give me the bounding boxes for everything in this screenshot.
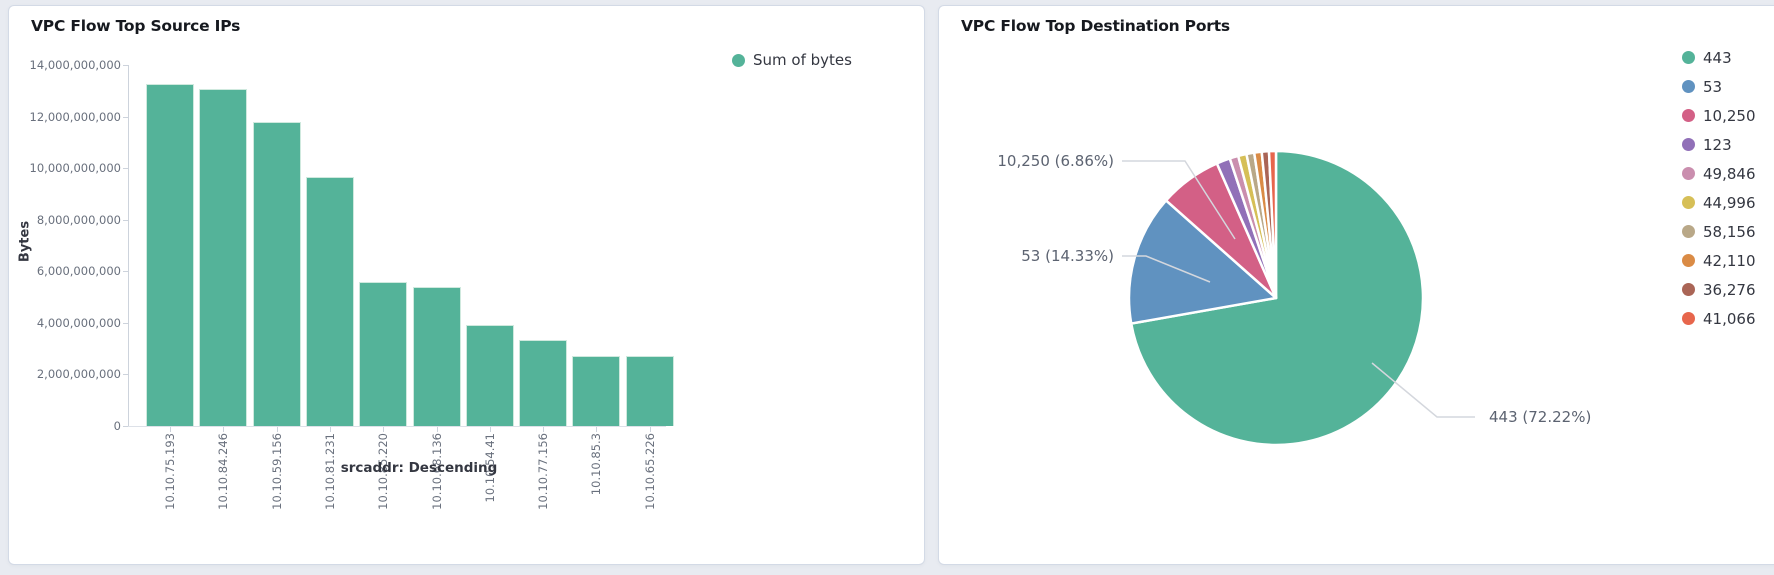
legend-dot-icon — [732, 53, 745, 67]
y-tick-label: 10,000,000,000 — [29, 161, 121, 176]
panel-vpc-flow-top-source-ips: VPC Flow Top Source IPs Sum of bytes Byt… — [8, 5, 925, 565]
pie-legend-item-443[interactable]: 443 — [1682, 43, 1756, 72]
callout-leader-line — [1371, 362, 1475, 418]
legend-label: 123 — [1703, 135, 1732, 154]
pie-legend: 443 53 10,250 123 49,846 44,996 58,156 42,110 36… — [1682, 43, 1756, 333]
legend-dot-icon — [1682, 312, 1695, 325]
pie-legend-item-44996[interactable]: 44,996 — [1682, 188, 1756, 217]
bar-10.10.77.156[interactable] — [519, 339, 568, 426]
y-tick-mark — [123, 168, 128, 170]
x-tick-label: 10.10.75.193 — [163, 433, 177, 510]
pie-chart — [1122, 149, 1475, 447]
panel-vpc-flow-top-destination-ports: VPC Flow Top Destination Ports 10,250 (6… — [938, 5, 1774, 565]
legend-label: 42,110 — [1703, 251, 1756, 270]
bar-chart-legend[interactable]: Sum of bytes — [732, 51, 852, 69]
pie-legend-item-41066[interactable]: 41,066 — [1682, 304, 1756, 333]
x-tick-mark — [383, 427, 385, 432]
bar-10.10.85.3[interactable] — [572, 355, 621, 426]
y-tick-label: 6,000,000,000 — [36, 264, 121, 279]
legend-label: Sum of bytes — [753, 51, 852, 69]
y-tick-label: 0 — [113, 419, 121, 433]
panel-title[interactable]: VPC Flow Top Source IPs — [31, 17, 241, 35]
y-tick-mark — [123, 374, 128, 376]
y-tick-mark — [123, 271, 128, 273]
y-tick-mark — [123, 65, 128, 66]
pie-legend-item-42110[interactable]: 42,110 — [1682, 246, 1756, 275]
x-tick-mark — [170, 427, 171, 432]
bar-10.10.85.220[interactable] — [359, 282, 408, 426]
pie-legend-item-10250[interactable]: 10,250 — [1682, 101, 1756, 130]
x-tick-label: 10.10.85.3 — [589, 433, 604, 496]
x-tick-mark — [436, 427, 438, 432]
y-tick-mark — [123, 322, 128, 324]
y-tick-label: 4,000,000,000 — [36, 315, 121, 330]
legend-label: 10,250 — [1703, 106, 1756, 125]
x-tick-mark — [489, 427, 491, 432]
x-tick-mark — [596, 427, 598, 432]
x-tick-mark — [543, 427, 545, 432]
bar-10.10.84.246[interactable] — [199, 89, 248, 426]
x-tick-mark — [649, 427, 651, 432]
legend-dot-icon — [1682, 109, 1695, 122]
legend-label: 53 — [1703, 77, 1723, 96]
y-tick-label: 2,000,000,000 — [36, 367, 121, 382]
legend-dot-icon — [1682, 167, 1695, 180]
x-axis-title: srcaddr: Descending — [340, 460, 498, 476]
bar-10.10.68.136[interactable] — [412, 287, 461, 426]
x-axis-line — [128, 426, 666, 427]
pie-legend-item-123[interactable]: 123 — [1682, 130, 1756, 159]
y-tick-label: 14,000,000,000 — [29, 58, 121, 72]
bar-10.10.75.193[interactable] — [146, 84, 194, 426]
pie-callout-label: 443 (72.22%) — [1489, 408, 1592, 426]
callout-leader-line — [1122, 255, 1211, 283]
legend-dot-icon — [1682, 254, 1695, 267]
y-tick-mark — [123, 219, 128, 221]
bar-10.10.65.226[interactable] — [625, 356, 674, 426]
y-tick-label: 8,000,000,000 — [36, 212, 121, 227]
x-tick-mark — [329, 427, 331, 432]
bar-10.10.54.41[interactable] — [465, 324, 514, 426]
pie-slice-53[interactable] — [1127, 199, 1278, 325]
callout-leader-line — [1122, 160, 1236, 240]
legend-label: 58,156 — [1703, 222, 1756, 241]
pie-callout-label: 53 (14.33%) — [1021, 247, 1114, 265]
legend-label: 36,276 — [1703, 280, 1756, 299]
pie-legend-item-49846[interactable]: 49,846 — [1682, 159, 1756, 188]
legend-label: 44,996 — [1703, 193, 1756, 212]
legend-dot-icon — [1682, 80, 1695, 93]
legend-dot-icon — [1682, 283, 1695, 296]
x-tick-mark — [276, 427, 278, 432]
pie-legend-item-58156[interactable]: 58,156 — [1682, 217, 1756, 246]
pie-callout-label: 10,250 (6.86%) — [997, 152, 1114, 170]
pie-legend-item-36276[interactable]: 36,276 — [1682, 275, 1756, 304]
pie-legend-item-53[interactable]: 53 — [1682, 72, 1756, 101]
pie-slice-41066[interactable] — [1267, 149, 1278, 300]
y-tick-label: 12,000,000,000 — [29, 109, 121, 124]
y-axis-line — [128, 65, 129, 426]
x-tick-label: 10.10.84.246 — [216, 433, 231, 510]
bar-10.10.59.156[interactable] — [252, 122, 301, 426]
legend-dot-icon — [1682, 225, 1695, 238]
y-tick-mark — [123, 426, 128, 427]
legend-label: 443 — [1703, 48, 1732, 67]
y-tick-mark — [123, 116, 128, 118]
legend-dot-icon — [1682, 196, 1695, 209]
legend-dot-icon — [1682, 51, 1695, 64]
legend-label: 49,846 — [1703, 164, 1756, 183]
x-tick-label: 10.10.65.226 — [642, 433, 657, 510]
legend-dot-icon — [1682, 138, 1695, 151]
panel-title[interactable]: VPC Flow Top Destination Ports — [961, 17, 1230, 35]
x-tick-mark — [223, 427, 225, 432]
legend-label: 41,066 — [1703, 309, 1756, 328]
bar-10.10.81.231[interactable] — [305, 177, 354, 426]
